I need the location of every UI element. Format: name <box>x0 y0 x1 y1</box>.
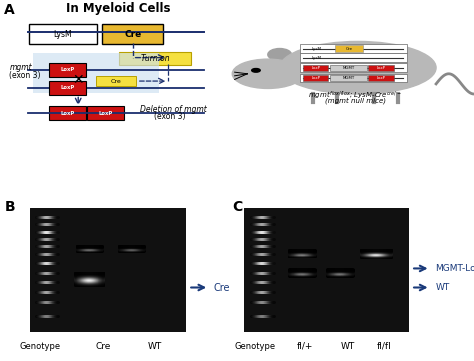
Text: WT: WT <box>435 283 449 292</box>
Text: LoxP: LoxP <box>377 76 385 80</box>
Text: LoxP: LoxP <box>61 86 75 91</box>
Text: Turn on: Turn on <box>141 54 170 63</box>
Text: fl/fl: fl/fl <box>377 342 392 351</box>
FancyBboxPatch shape <box>368 75 394 81</box>
Text: B: B <box>5 200 15 214</box>
Text: MGMT: MGMT <box>342 66 355 70</box>
FancyBboxPatch shape <box>96 76 136 86</box>
Text: WT: WT <box>148 342 162 351</box>
FancyBboxPatch shape <box>49 81 86 95</box>
Text: LysM: LysM <box>311 56 321 60</box>
Text: fl/+: fl/+ <box>297 342 313 351</box>
FancyBboxPatch shape <box>49 63 86 77</box>
Text: WT: WT <box>341 342 356 351</box>
Ellipse shape <box>232 59 303 88</box>
Text: ✕: ✕ <box>73 73 84 87</box>
FancyBboxPatch shape <box>303 75 328 81</box>
Text: LoxP: LoxP <box>61 111 75 116</box>
Text: Cre: Cre <box>124 30 141 39</box>
Text: Cre: Cre <box>346 47 352 51</box>
Text: Deletion of mgmt: Deletion of mgmt <box>140 105 207 114</box>
Text: LoxP: LoxP <box>311 66 320 70</box>
Ellipse shape <box>268 48 292 61</box>
FancyBboxPatch shape <box>300 44 407 53</box>
Text: In Myeloid Cells: In Myeloid Cells <box>66 2 171 15</box>
Text: (exon 3): (exon 3) <box>154 112 185 121</box>
Text: Cre: Cre <box>213 283 230 292</box>
Text: Cre: Cre <box>95 342 110 351</box>
FancyBboxPatch shape <box>102 25 163 44</box>
Ellipse shape <box>280 42 436 94</box>
FancyBboxPatch shape <box>87 106 124 120</box>
Text: LoxP: LoxP <box>311 76 320 80</box>
Text: MGMT-LoxP: MGMT-LoxP <box>435 264 474 273</box>
FancyBboxPatch shape <box>33 53 159 93</box>
FancyBboxPatch shape <box>335 45 363 52</box>
Text: Cre: Cre <box>111 79 121 83</box>
Text: $mgmt^{flox/flox}$; LysM-Cre$^{cre/-}$: $mgmt^{flox/flox}$; LysM-Cre$^{cre/-}$ <box>309 90 402 102</box>
Text: LoxP: LoxP <box>99 111 113 116</box>
Text: MGMT: MGMT <box>342 76 355 80</box>
Text: LysM: LysM <box>53 30 72 39</box>
Text: LysM: LysM <box>311 47 321 51</box>
FancyBboxPatch shape <box>300 53 407 62</box>
FancyBboxPatch shape <box>29 25 97 44</box>
FancyBboxPatch shape <box>300 64 407 72</box>
Text: Genotype: Genotype <box>19 342 61 351</box>
FancyBboxPatch shape <box>330 75 367 81</box>
Text: (mgmt null mice): (mgmt null mice) <box>325 97 386 104</box>
FancyBboxPatch shape <box>303 65 328 71</box>
Text: Genotype: Genotype <box>235 342 276 351</box>
FancyBboxPatch shape <box>49 106 86 120</box>
FancyBboxPatch shape <box>330 65 367 71</box>
Text: (exon 3): (exon 3) <box>9 71 41 80</box>
Text: LoxP: LoxP <box>61 67 75 72</box>
FancyBboxPatch shape <box>300 74 407 82</box>
Text: mgmt: mgmt <box>9 63 32 72</box>
FancyBboxPatch shape <box>368 65 394 71</box>
Text: C: C <box>232 200 243 214</box>
Text: A: A <box>4 3 15 17</box>
Text: LoxP: LoxP <box>377 66 385 70</box>
FancyBboxPatch shape <box>119 52 191 65</box>
Circle shape <box>252 69 260 72</box>
